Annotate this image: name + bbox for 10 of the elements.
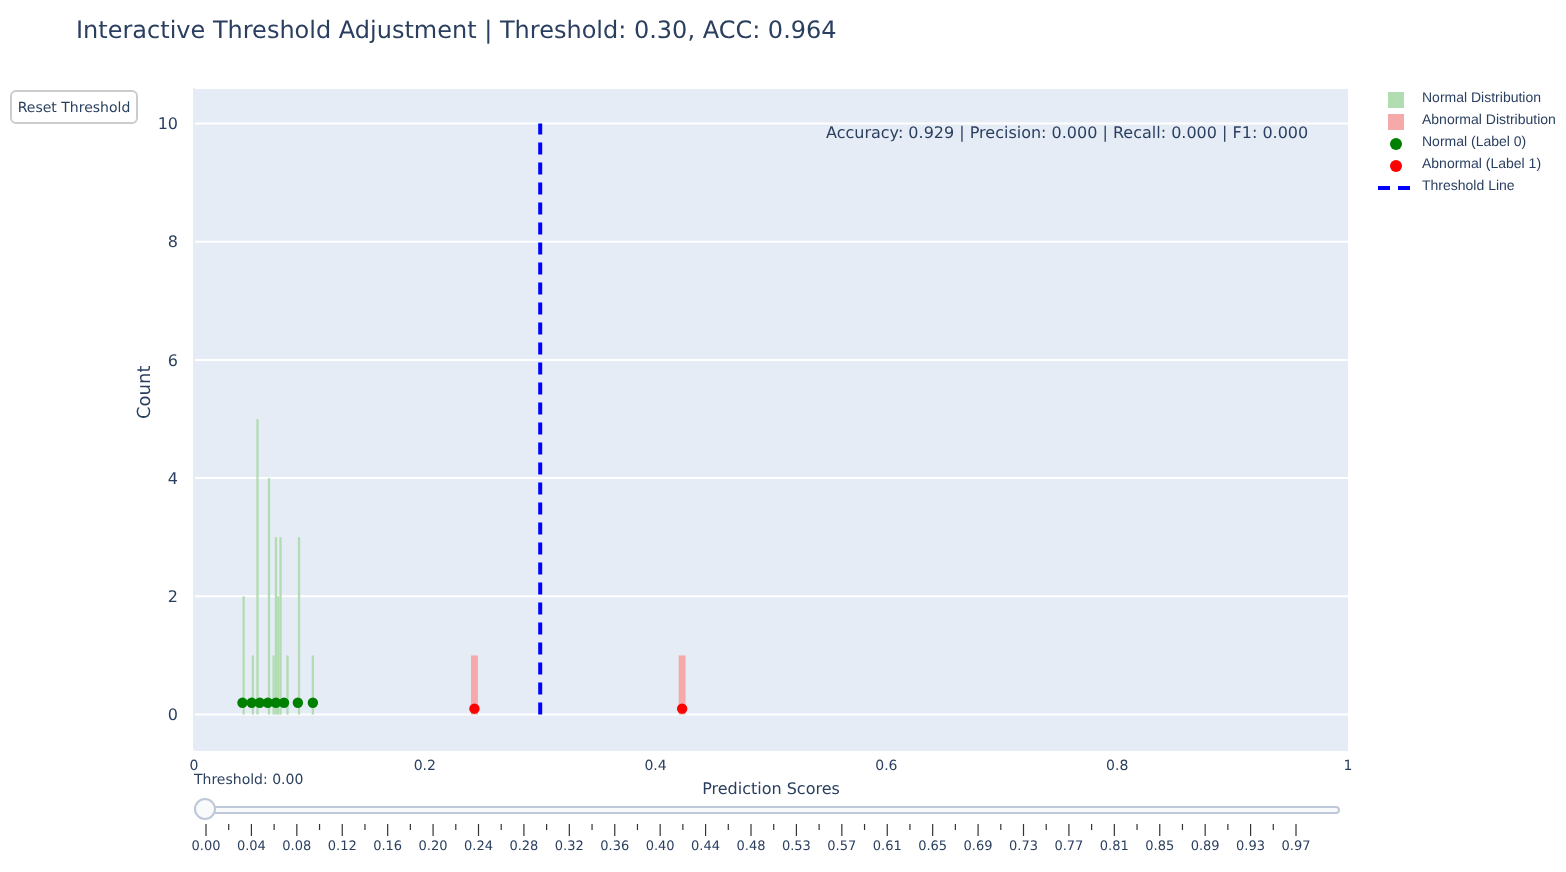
chart-title: Interactive Threshold Adjustment | Threshold: 0.30, ACC: 0.964 xyxy=(76,16,837,44)
x-axis-title: Prediction Scores xyxy=(702,780,840,798)
y-tick-label: 0 xyxy=(167,706,178,725)
y-tick-label: 10 xyxy=(157,115,178,134)
y-tick-label: 6 xyxy=(167,351,178,370)
y-tick-label: 4 xyxy=(167,469,178,488)
y-tick-label: 8 xyxy=(167,233,178,252)
y-axis-title: Count xyxy=(136,364,157,419)
annotation: Accuracy: 0.929 | Precision: 0.000 | Recall: 0.000 | F1: 0.000 xyxy=(826,124,1309,142)
y-tick-label: 2 xyxy=(167,588,178,606)
